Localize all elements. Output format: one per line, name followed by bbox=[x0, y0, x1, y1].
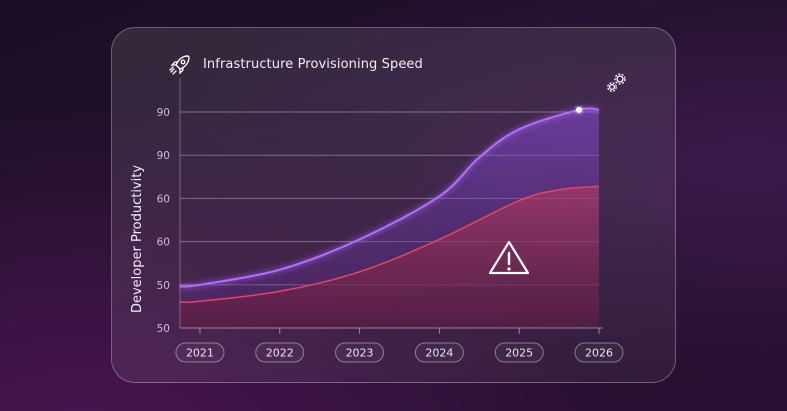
svg-text:2026: 2026 bbox=[585, 347, 613, 360]
rocket-icon bbox=[169, 55, 190, 75]
series-lower-area bbox=[180, 186, 599, 328]
svg-text:2021: 2021 bbox=[186, 347, 214, 360]
x-tick-label: 2022 bbox=[255, 342, 305, 363]
series-lower-line bbox=[179, 185, 600, 303]
y-tick-label: 50 bbox=[157, 323, 170, 335]
warning-icon bbox=[488, 240, 530, 275]
gears-icon bbox=[607, 73, 626, 92]
x-tick-label: 2026 bbox=[574, 342, 624, 363]
svg-text:2023: 2023 bbox=[346, 347, 374, 360]
x-tick-label: 2024 bbox=[414, 342, 464, 363]
upper-series-endpoint bbox=[576, 106, 583, 113]
svg-text:2024: 2024 bbox=[425, 347, 453, 360]
x-tick-label: 2025 bbox=[494, 342, 544, 363]
x-tick-label: 2021 bbox=[175, 342, 225, 363]
svg-text:2022: 2022 bbox=[266, 347, 294, 360]
y-tick-label: 60 bbox=[157, 193, 170, 205]
series-upper-line bbox=[179, 107, 600, 288]
y-tick-label: 60 bbox=[157, 237, 170, 249]
svg-text:2025: 2025 bbox=[505, 347, 533, 360]
x-tick-label: 2023 bbox=[335, 342, 385, 363]
chart-title: Infrastructure Provisioning Speed bbox=[203, 57, 423, 72]
y-tick-label: 50 bbox=[157, 280, 170, 292]
y-tick-label: 90 bbox=[157, 150, 170, 162]
y-tick-label: 90 bbox=[157, 107, 170, 119]
y-axis-label: Developer Productivity bbox=[130, 165, 145, 313]
